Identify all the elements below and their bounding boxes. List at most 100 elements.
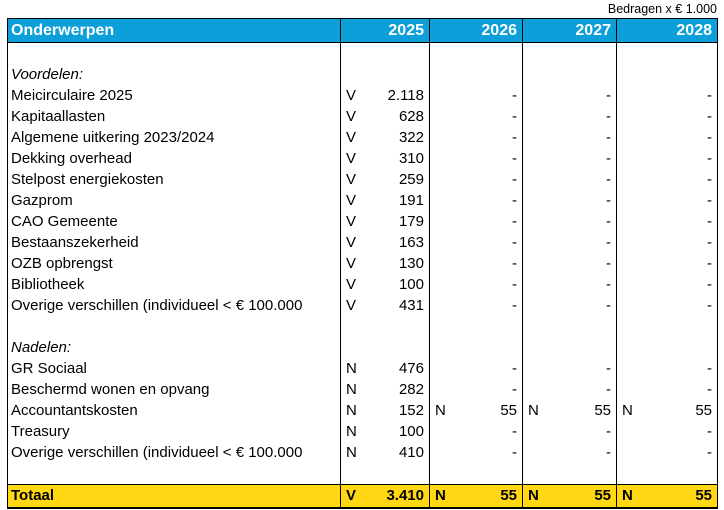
year-cell: V 322 — [341, 127, 430, 148]
sign-indicator: V — [346, 213, 357, 230]
cell-value: - — [707, 150, 712, 167]
year-cell — [523, 64, 617, 85]
total-cell-2028: N 55 — [617, 485, 717, 507]
year-cell: - — [430, 85, 523, 106]
cell-value: - — [707, 255, 712, 272]
cell-value: 628 — [398, 108, 424, 125]
year-cell: - — [523, 358, 617, 379]
year-cell: - — [430, 295, 523, 316]
cell-value: - — [707, 213, 712, 230]
year-cell: - — [617, 421, 717, 442]
year-cell: - — [430, 442, 523, 463]
year-cell: N 410 — [341, 442, 430, 463]
year-cell: - — [617, 169, 717, 190]
financial-table: Onderwerpen 2025 2026 2027 2028 Voordele… — [7, 18, 718, 509]
year-cell: - — [523, 190, 617, 211]
cell-value: - — [512, 360, 517, 377]
year-cell: - — [430, 421, 523, 442]
cell-value: - — [606, 171, 611, 188]
year-cell: - — [523, 379, 617, 400]
sign-indicator: V — [346, 487, 357, 504]
cell-value: - — [512, 129, 517, 146]
year-cell: - — [617, 274, 717, 295]
header-year-2025: 2025 — [341, 19, 430, 42]
table-header-row: Onderwerpen 2025 2026 2027 2028 — [8, 19, 717, 43]
cell-value: 282 — [398, 381, 424, 398]
cell-value: 310 — [398, 150, 424, 167]
sign-indicator: V — [346, 129, 357, 146]
cell-value: - — [606, 423, 611, 440]
row-label: Kapitaallasten — [8, 106, 341, 127]
year-cell: - — [430, 106, 523, 127]
year-cell: - — [523, 232, 617, 253]
header-year-2028: 2028 — [676, 22, 712, 39]
cell-value: 55 — [695, 402, 712, 419]
year-cell: - — [617, 232, 717, 253]
cell-value: 191 — [398, 192, 424, 209]
year-cell: - — [617, 379, 717, 400]
spacer-row — [8, 463, 717, 484]
table-row: Overige verschillen (individueel < € 100… — [8, 442, 717, 463]
cell-value: - — [512, 171, 517, 188]
year-cell: - — [523, 421, 617, 442]
cell-value: - — [512, 213, 517, 230]
header-year-2026: 2026 — [430, 19, 523, 42]
year-cell — [617, 337, 717, 358]
year-cell: - — [617, 190, 717, 211]
sign-indicator: N — [622, 402, 633, 419]
row-label: Voordelen: — [8, 64, 341, 85]
cell-value: - — [707, 108, 712, 125]
table-body: Voordelen: Meicirculaire 2025 V 2.118- - - Kap… — [8, 43, 717, 484]
year-cell — [617, 463, 717, 484]
cell-value: - — [512, 423, 517, 440]
cell-value: - — [512, 255, 517, 272]
spacer-row — [8, 43, 717, 64]
year-cell: V 2.118 — [341, 85, 430, 106]
year-cell: - — [617, 442, 717, 463]
cell-value: - — [606, 360, 611, 377]
cell-value: 55 — [500, 402, 517, 419]
year-cell — [430, 316, 523, 337]
year-cell: - — [523, 295, 617, 316]
row-label: Bibliotheek — [8, 274, 341, 295]
cell-value: - — [707, 381, 712, 398]
year-cell: - — [617, 295, 717, 316]
cell-value: 163 — [398, 234, 424, 251]
sign-indicator: V — [346, 108, 357, 125]
year-cell — [430, 43, 523, 64]
cell-value: - — [606, 297, 611, 314]
cell-value: - — [606, 150, 611, 167]
year-cell — [430, 463, 523, 484]
year-cell — [430, 337, 523, 358]
table-row: Meicirculaire 2025 V 2.118 - - - — [8, 85, 717, 106]
row-label: Treasury — [8, 421, 341, 442]
cell-value: 55 — [500, 487, 517, 504]
year-cell: - — [523, 211, 617, 232]
row-label: Overige verschillen (individueel < € 100… — [8, 295, 341, 316]
cell-value: 3.410 — [386, 487, 424, 504]
year-cell: - — [430, 358, 523, 379]
cell-value: - — [512, 297, 517, 314]
table-row: Algemene uitkering 2023/2024 V 322 - - - — [8, 127, 717, 148]
cell-value: 322 — [398, 129, 424, 146]
table-row: GR Sociaal N 476 - - - — [8, 358, 717, 379]
cell-value: - — [606, 234, 611, 251]
sign-indicator: V — [346, 192, 357, 209]
row-label — [8, 463, 341, 484]
year-cell: - — [523, 169, 617, 190]
year-cell — [523, 43, 617, 64]
cell-value: - — [512, 150, 517, 167]
section-row: Voordelen: — [8, 64, 717, 85]
year-cell: V 163 — [341, 232, 430, 253]
year-cell: - — [523, 127, 617, 148]
sign-indicator: N — [346, 423, 357, 440]
cell-value: 2.118 — [387, 87, 424, 104]
year-cell: - — [617, 148, 717, 169]
year-cell — [617, 64, 717, 85]
cell-value: - — [512, 192, 517, 209]
row-label: Stelpost energiekosten — [8, 169, 341, 190]
row-label: Meicirculaire 2025 — [8, 85, 341, 106]
year-cell: - — [430, 211, 523, 232]
row-label: CAO Gemeente — [8, 211, 341, 232]
cell-value: - — [606, 87, 611, 104]
